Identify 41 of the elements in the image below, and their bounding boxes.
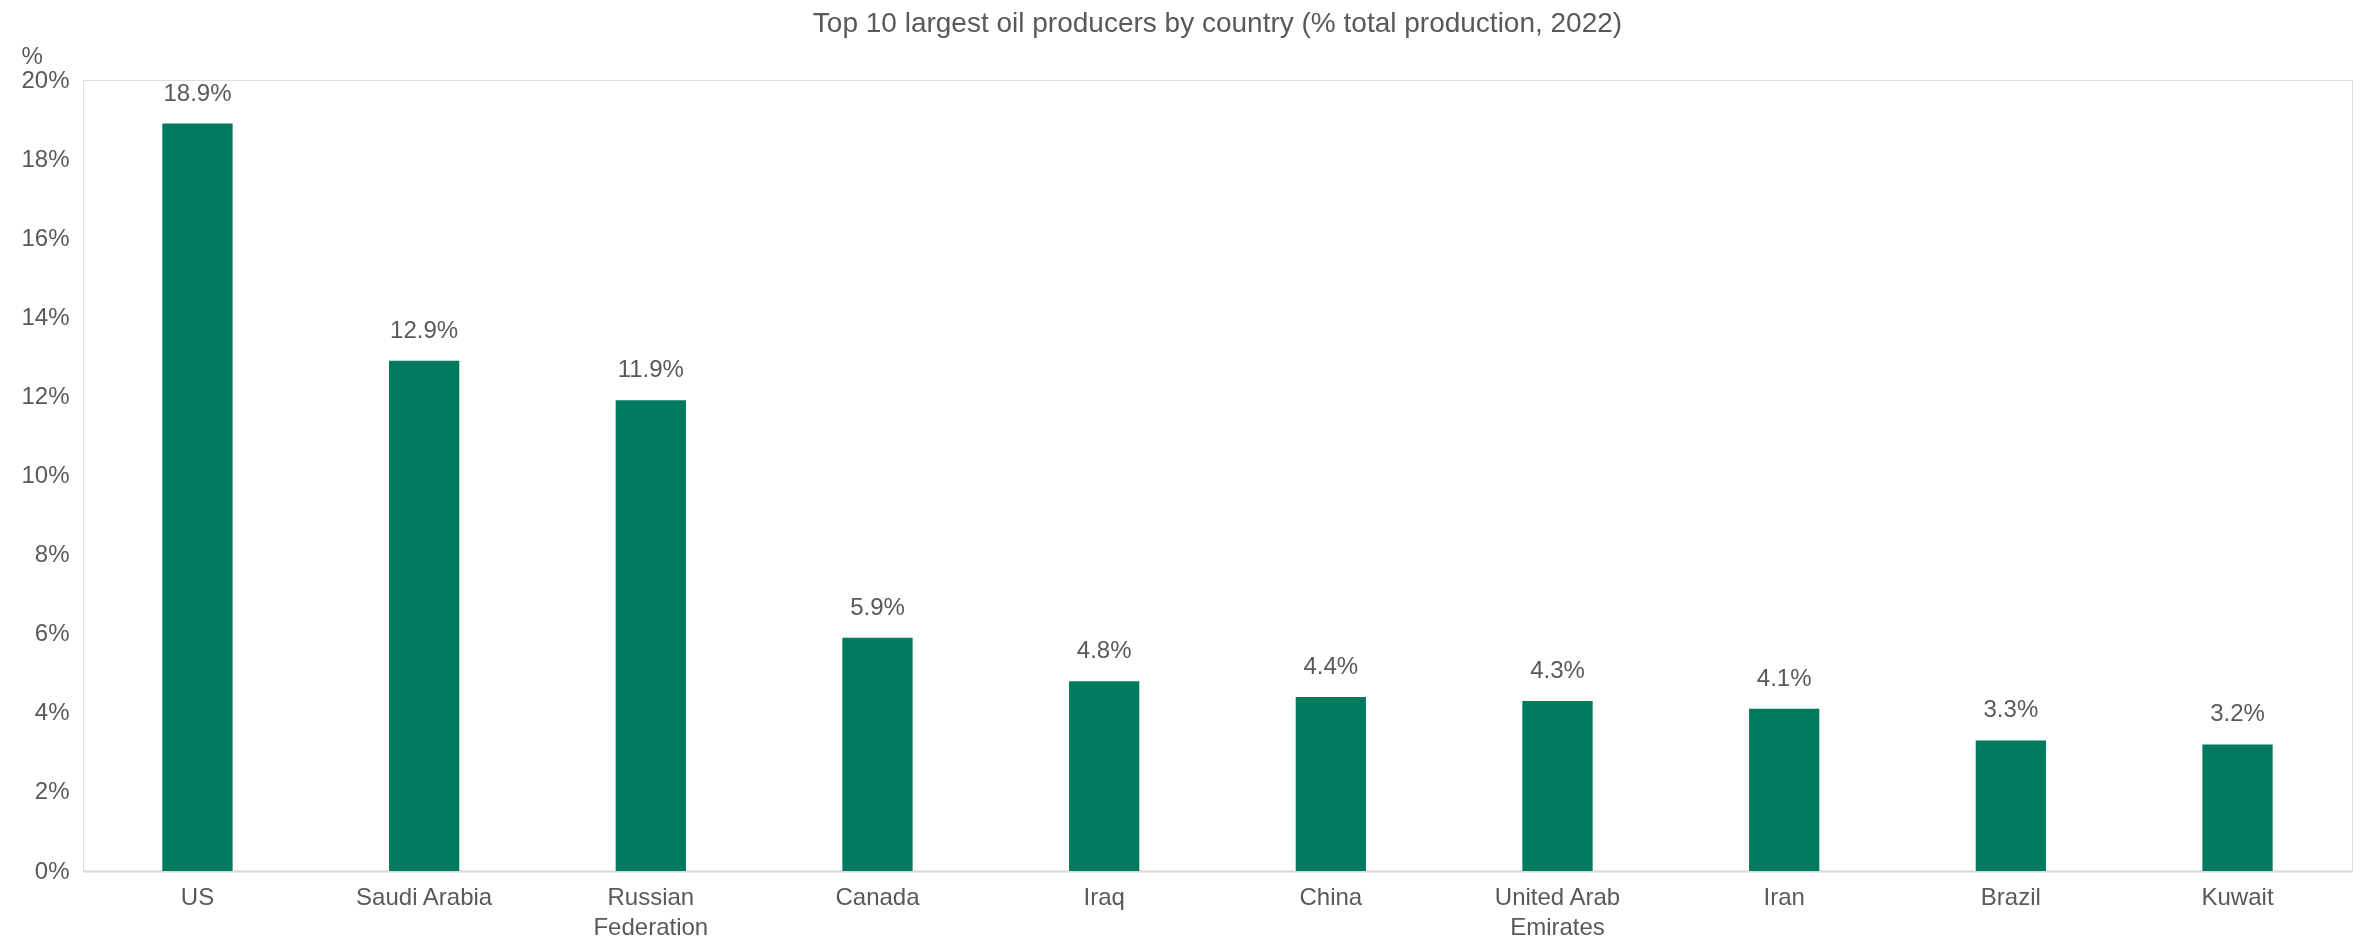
x-tick-label: Russian Federation (593, 882, 709, 940)
x-tick-label: US (180, 882, 215, 910)
bar (162, 123, 233, 871)
bar (842, 637, 913, 871)
bar (615, 400, 686, 871)
chart-title: Top 10 largest oil producers by country (% total production, 2022) (812, 7, 1623, 38)
x-tick-label: Iran (1763, 882, 1805, 910)
data-label: 4.4% (1303, 651, 1359, 679)
data-label: 4.8% (1076, 636, 1132, 664)
bar (1295, 696, 1366, 871)
x-tick-label: Iraq (1083, 882, 1125, 910)
bar (389, 360, 460, 871)
data-label: 11.9% (617, 355, 684, 383)
data-label: 3.3% (1983, 695, 2039, 723)
x-tick-label: Canada (835, 882, 921, 910)
data-label: 4.3% (1530, 655, 1585, 683)
y-tick-label: 6% (34, 619, 70, 647)
y-tick-label: 8% (34, 540, 70, 568)
y-tick-label: 2% (34, 777, 70, 805)
y-tick-label: 0% (34, 856, 70, 884)
x-tick-label: Saudi Arabia (356, 882, 493, 910)
data-label: 4.1% (1756, 663, 1812, 691)
y-tick-label: 10% (21, 461, 70, 488)
bar (1069, 681, 1140, 871)
bar (1975, 740, 2046, 871)
y-tick-label: 18% (21, 144, 70, 172)
x-tick-label: United Arab Emirates (1494, 882, 1621, 940)
y-tick-label: 12% (21, 381, 70, 409)
x-tick-label: China (1299, 882, 1363, 910)
bar (1522, 700, 1593, 871)
y-tick-label: 16% (21, 223, 70, 251)
bar (2202, 744, 2273, 871)
data-label: 12.9% (390, 315, 459, 343)
x-tick-label: Brazil (1980, 882, 2041, 910)
x-tick-label: Kuwait (2201, 882, 2274, 910)
data-label: 5.9% (850, 592, 905, 620)
bar (1749, 708, 1820, 871)
y-tick-label: 4% (34, 698, 70, 726)
y-tick-label: 14% (21, 302, 70, 330)
data-label: 3.2% (2210, 699, 2265, 727)
data-label: 18.9% (163, 78, 232, 106)
